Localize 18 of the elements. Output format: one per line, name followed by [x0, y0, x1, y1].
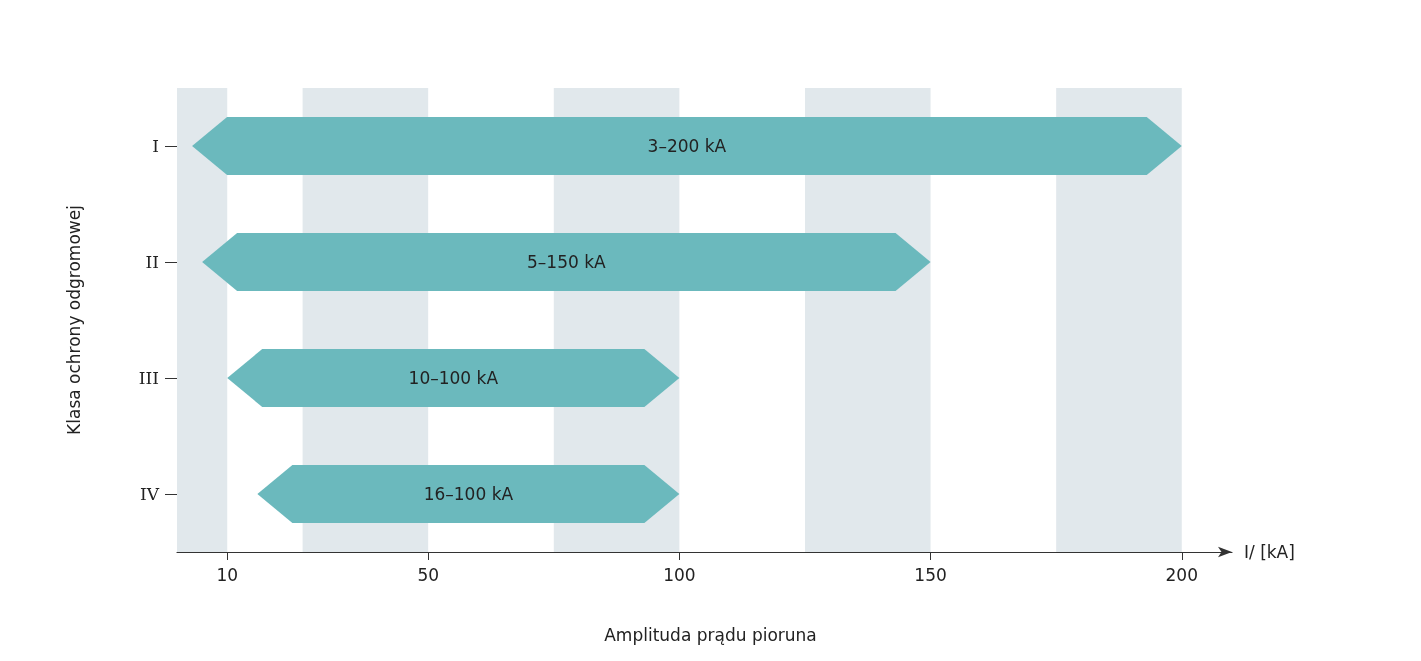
data-label: 5–150 kA: [527, 252, 607, 272]
bar: [202, 233, 931, 291]
data-label: 3–200 kA: [647, 136, 727, 156]
y-tick-label: III: [138, 368, 159, 388]
x-axis-title: I/ [kA]: [1244, 542, 1295, 562]
y-tick-label: IV: [140, 484, 160, 504]
x-tick-label: 50: [417, 564, 440, 585]
x-tick-label: 200: [1165, 564, 1198, 585]
data-label: 10–100 kA: [408, 368, 499, 388]
y-axis-title: Klasa ochrony odgromowej: [63, 205, 84, 435]
x-tick-label: 100: [663, 564, 696, 585]
y-tick-label: II: [145, 252, 159, 272]
text: Amplituda prądu pioruna: [604, 624, 817, 645]
data-label: 16–100 kA: [423, 484, 514, 504]
y-tick-label: I: [152, 136, 159, 156]
x-tick-label: 150: [914, 564, 947, 585]
x-tick-label: 10: [216, 564, 239, 585]
bar: [192, 117, 1182, 175]
